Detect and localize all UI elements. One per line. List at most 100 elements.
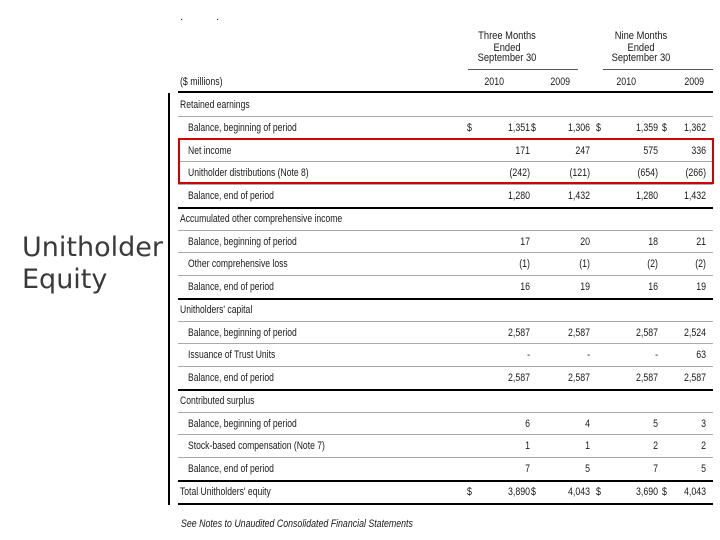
value-cell: 5 bbox=[653, 417, 658, 430]
row-label: Balance, beginning of period bbox=[188, 417, 297, 430]
value-cell: 18 bbox=[648, 235, 658, 248]
footnote: See Notes to Unaudited Consolidated Fina… bbox=[181, 518, 413, 530]
value-cell: 2,524 bbox=[683, 326, 706, 339]
value-cell: 5 bbox=[701, 463, 706, 475]
row-label: Other comprehensive loss bbox=[188, 258, 288, 271]
value-cell: 4,043 bbox=[567, 485, 590, 498]
value-cell: (121) bbox=[569, 167, 590, 180]
value-cell: 1 bbox=[525, 440, 530, 453]
row-label: Balance, beginning of period bbox=[188, 121, 297, 134]
value-cell: 1,432 bbox=[683, 190, 706, 202]
row-divider bbox=[178, 115, 713, 117]
value-cell: 2 bbox=[653, 440, 658, 453]
dollar-sign: $ bbox=[596, 485, 601, 498]
header-underline bbox=[603, 69, 713, 70]
row-label: Balance, end of period bbox=[188, 463, 274, 475]
value-cell: 3,890 bbox=[507, 485, 530, 498]
dollar-sign: $ bbox=[662, 121, 667, 134]
section-label: Contributed surplus bbox=[180, 394, 255, 407]
row-divider bbox=[178, 297, 713, 300]
value-cell: 16 bbox=[520, 281, 530, 293]
year-header: 2009 bbox=[550, 76, 570, 88]
value-cell: 336 bbox=[691, 144, 706, 157]
dollar-sign: $ bbox=[662, 485, 667, 498]
value-cell: 2,587 bbox=[507, 372, 530, 384]
year-header: 2009 bbox=[684, 76, 704, 88]
row-divider bbox=[178, 502, 713, 505]
table-row: Balance, end of period 7 5 7 5 bbox=[178, 458, 713, 480]
dollar-sign: $ bbox=[531, 485, 536, 498]
value-cell: (654) bbox=[637, 167, 658, 180]
value-cell: - bbox=[655, 349, 658, 362]
row-divider bbox=[178, 366, 713, 367]
value-cell: 1,280 bbox=[635, 190, 658, 202]
row-divider bbox=[178, 229, 713, 231]
section-header-row: Unitholders' capital bbox=[178, 299, 713, 321]
row-divider bbox=[178, 252, 713, 254]
section-label: Unitholders' capital bbox=[180, 303, 253, 316]
row-label: Balance, end of period bbox=[188, 190, 274, 202]
value-cell: (2) bbox=[647, 258, 658, 271]
value-cell: 7 bbox=[653, 463, 658, 475]
value-cell: (242) bbox=[509, 167, 530, 180]
row-divider bbox=[178, 457, 713, 458]
header-underline bbox=[468, 69, 578, 70]
row-divider bbox=[178, 479, 713, 482]
row-divider bbox=[178, 161, 713, 163]
value-cell: 1,432 bbox=[567, 190, 590, 202]
dollar-sign: $ bbox=[467, 121, 472, 134]
header-rule bbox=[178, 91, 713, 93]
table-row: Balance, beginning of period 17 20 18 21 bbox=[178, 231, 713, 253]
table-row: Stock-based compensation (Note 7) 1 1 2 2 bbox=[178, 435, 713, 457]
total-row: Total Unitholders' equity $3,890 $4,043 $3,… bbox=[178, 481, 713, 503]
value-cell: 3 bbox=[701, 417, 706, 430]
value-cell: 63 bbox=[696, 349, 706, 362]
row-divider bbox=[178, 411, 713, 413]
slide-title-line-1: Unitholder bbox=[22, 232, 163, 263]
value-cell: 6 bbox=[525, 417, 530, 430]
section-label: Retained earnings bbox=[180, 99, 250, 111]
table-row: Unitholder distributions (Note 8) (242) (1… bbox=[178, 162, 713, 184]
row-label: Unitholder distributions (Note 8) bbox=[188, 167, 309, 180]
value-cell: - bbox=[587, 349, 590, 362]
value-cell: 2,587 bbox=[567, 326, 590, 339]
value-cell: 2 bbox=[701, 440, 706, 453]
table-row: Net income 171 247 575 336 bbox=[178, 140, 713, 162]
value-cell: 2,587 bbox=[567, 372, 590, 384]
table-row: Other comprehensive loss (1) (1) (2) (2) bbox=[178, 253, 713, 275]
value-cell: (1) bbox=[579, 258, 590, 271]
value-cell: 1,280 bbox=[507, 190, 530, 202]
vertical-rule bbox=[168, 93, 170, 505]
scan-mark: · bbox=[180, 14, 184, 25]
dollar-sign: $ bbox=[531, 121, 536, 134]
dollar-sign: $ bbox=[596, 121, 601, 134]
table-row: Balance, beginning of period 6 4 5 3 bbox=[178, 413, 713, 435]
value-cell: 4 bbox=[585, 417, 590, 430]
value-cell: 1,306 bbox=[567, 121, 590, 134]
header-group-three-months-date: September 30 bbox=[477, 52, 537, 64]
value-cell: (266) bbox=[685, 167, 706, 180]
row-label: Issuance of Trust Units bbox=[188, 349, 276, 362]
slide-title: Unitholder Equity bbox=[22, 232, 163, 297]
section-header-row: Retained earnings bbox=[178, 94, 713, 116]
value-cell: 20 bbox=[580, 235, 590, 248]
value-cell: 1,359 bbox=[635, 121, 658, 134]
table-row: Balance, beginning of period 2,587 2,587 2,… bbox=[178, 322, 713, 344]
value-cell: 16 bbox=[648, 281, 658, 293]
row-divider bbox=[178, 434, 713, 436]
row-label: Total Unitholders' equity bbox=[180, 485, 271, 498]
row-label: Balance, beginning of period bbox=[188, 235, 297, 248]
year-header: 2010 bbox=[616, 76, 636, 88]
row-divider bbox=[178, 320, 713, 322]
value-cell: 2,587 bbox=[683, 372, 706, 384]
value-cell: 1,351 bbox=[507, 121, 530, 134]
scan-mark: · bbox=[216, 14, 220, 25]
value-cell: 19 bbox=[580, 281, 590, 293]
value-cell: 1,362 bbox=[683, 121, 706, 134]
row-label: Net income bbox=[188, 144, 232, 157]
row-label: Balance, beginning of period bbox=[188, 326, 297, 339]
value-cell: 2,587 bbox=[635, 372, 658, 384]
highlight-box bbox=[178, 138, 714, 184]
value-cell: 1 bbox=[585, 440, 590, 453]
year-header: 2010 bbox=[484, 76, 504, 88]
